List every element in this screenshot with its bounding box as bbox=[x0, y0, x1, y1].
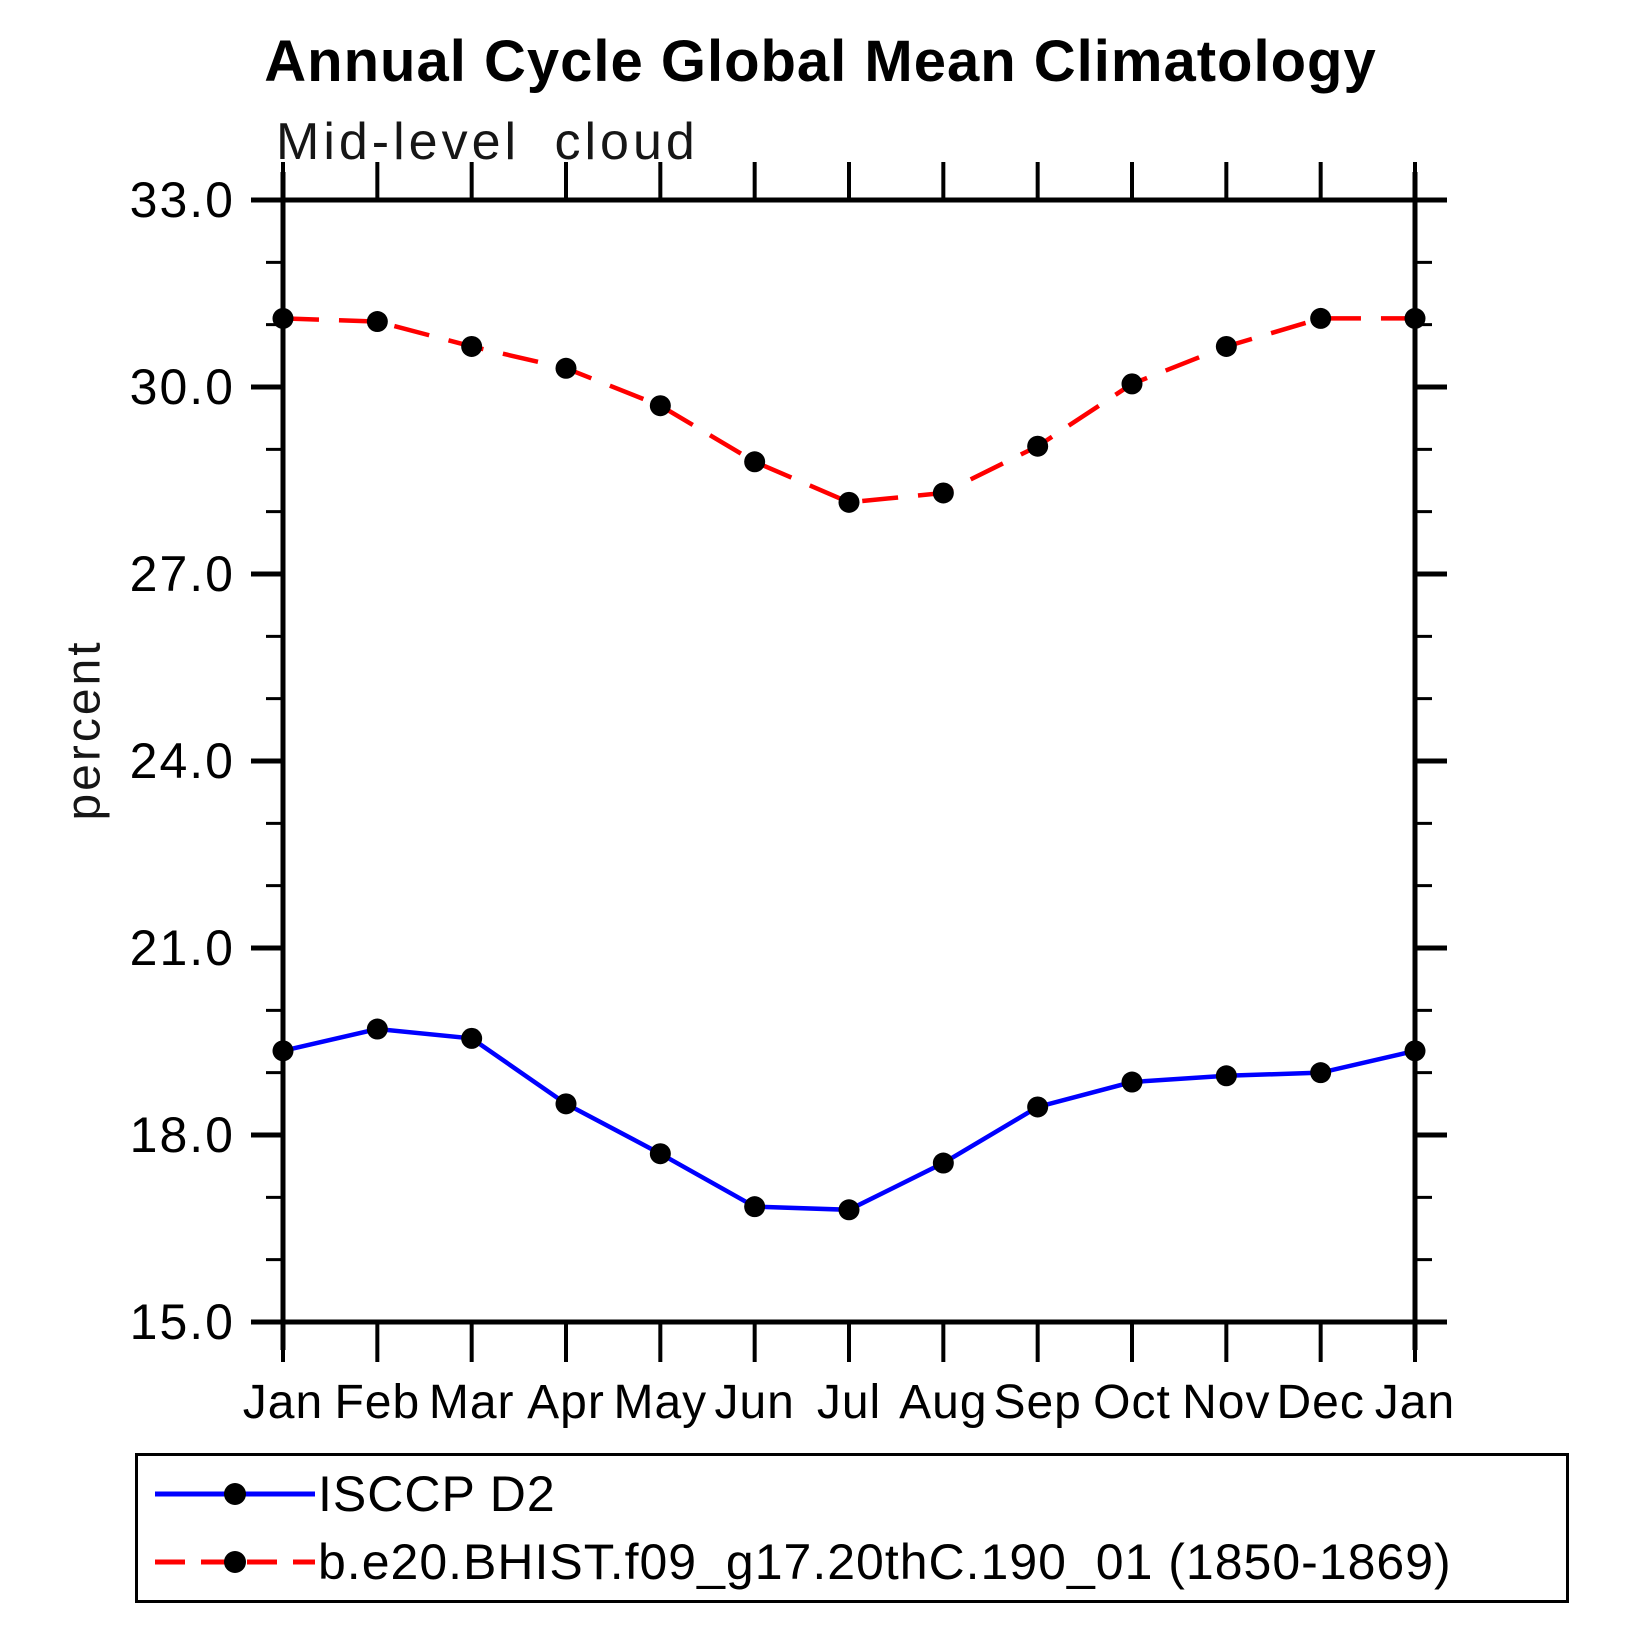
series-marker-1 bbox=[272, 307, 294, 329]
series-marker-0 bbox=[649, 1143, 671, 1165]
x-tick-label: Oct bbox=[1093, 1376, 1171, 1429]
legend-key-dashed-line-icon bbox=[155, 1551, 315, 1574]
series-marker-0 bbox=[1215, 1065, 1237, 1087]
x-tick-label: Aug bbox=[899, 1376, 987, 1429]
x-tick-label: Apr bbox=[527, 1376, 605, 1429]
series-marker-1 bbox=[1121, 373, 1143, 395]
series-marker-0 bbox=[555, 1093, 577, 1115]
chart-subtitle: Mid-level cloud bbox=[276, 113, 699, 171]
x-tick-label: Jul bbox=[817, 1376, 881, 1429]
series-marker-0 bbox=[838, 1199, 860, 1221]
series-line-0 bbox=[282, 1026, 1416, 1213]
y-tick-label: 24.0 bbox=[130, 733, 235, 789]
series-line-1 bbox=[282, 316, 1415, 505]
x-tick-label: Mar bbox=[429, 1376, 515, 1429]
series-marker-1 bbox=[932, 482, 954, 504]
y-tick-label: 33.0 bbox=[130, 172, 235, 228]
series-marker-1 bbox=[1404, 307, 1426, 329]
series-marker-0 bbox=[1121, 1071, 1143, 1093]
legend-label: b.e20.BHIST.f09_g17.20thC.190_01 (1850-1… bbox=[318, 1534, 1452, 1591]
x-tick-label: Feb bbox=[334, 1376, 420, 1429]
y-tick-label: 30.0 bbox=[130, 359, 235, 415]
legend-item-model-run: b.e20.BHIST.f09_g17.20thC.190_01 (1850-1… bbox=[152, 1531, 1566, 1593]
y-tick-label: 18.0 bbox=[130, 1107, 235, 1163]
y-tick-label: 27.0 bbox=[130, 546, 235, 602]
y-tick-label: 21.0 bbox=[130, 920, 235, 976]
series-marker-0 bbox=[461, 1027, 483, 1049]
series-marker-1 bbox=[1215, 335, 1237, 357]
x-tick-label: Sep bbox=[993, 1376, 1081, 1429]
x-tick-label: Dec bbox=[1276, 1376, 1364, 1429]
series-marker-0 bbox=[1404, 1040, 1426, 1062]
series-marker-1 bbox=[366, 311, 388, 333]
series-marker-0 bbox=[1310, 1062, 1332, 1084]
legend-item-isccp-d2: ISCCP D2 bbox=[152, 1463, 1566, 1525]
series-marker-0 bbox=[1027, 1096, 1049, 1118]
y-tick-label: 15.0 bbox=[130, 1294, 235, 1350]
series-marker-1 bbox=[744, 451, 766, 473]
series-marker-1 bbox=[461, 335, 483, 357]
chart-title: Annual Cycle Global Mean Climatology bbox=[264, 29, 1377, 94]
legend-label: ISCCP D2 bbox=[318, 1465, 556, 1522]
series-marker-1 bbox=[1310, 307, 1332, 329]
series-marker-0 bbox=[932, 1152, 954, 1174]
series-marker-1 bbox=[1027, 435, 1049, 457]
series-marker-1 bbox=[555, 357, 577, 379]
x-tick-label: Jun bbox=[714, 1376, 794, 1429]
x-tick-label: Jan bbox=[1375, 1376, 1455, 1429]
series-marker-0 bbox=[366, 1018, 388, 1040]
series-marker-1 bbox=[649, 395, 671, 417]
x-tick-label: Jan bbox=[243, 1376, 323, 1429]
x-tick-label: May bbox=[613, 1376, 707, 1429]
series-marker-0 bbox=[272, 1040, 294, 1062]
legend-box: ISCCP D2 b.e20.BHIST.f09_g17.20thC.190_0… bbox=[135, 1453, 1569, 1603]
series-marker-1 bbox=[838, 491, 860, 513]
x-tick-label: Nov bbox=[1182, 1376, 1270, 1429]
legend-key-solid-line-icon bbox=[155, 1482, 315, 1505]
series-marker-0 bbox=[744, 1196, 766, 1218]
